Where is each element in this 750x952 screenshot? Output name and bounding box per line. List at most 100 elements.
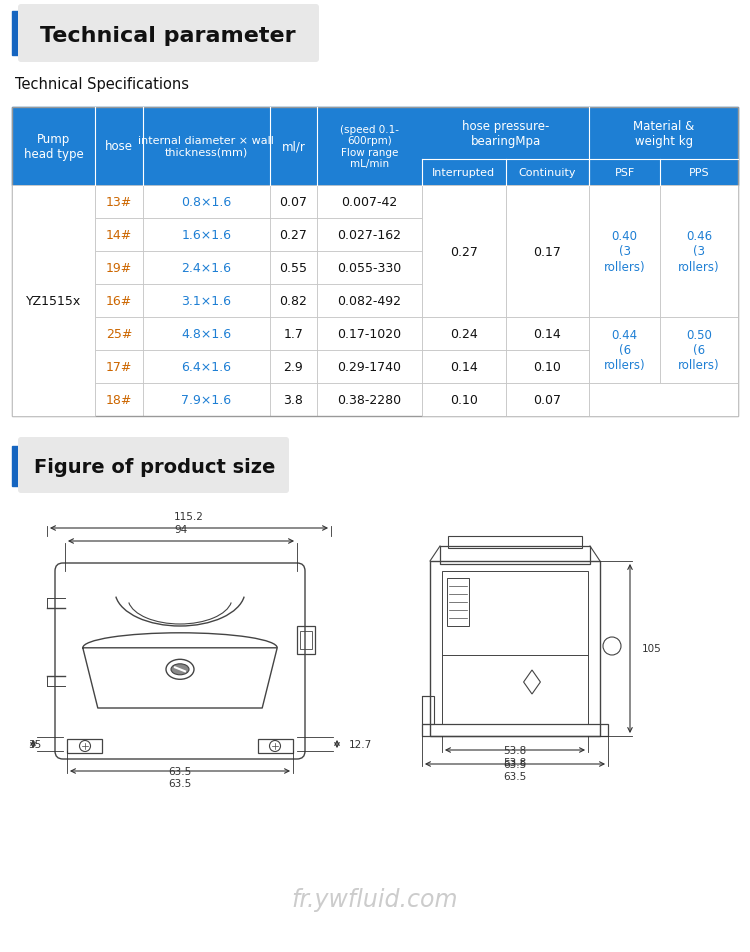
Bar [95,219,142,251]
Bar [422,219,506,251]
Bar [12,219,95,251]
Bar [270,219,317,251]
Text: 105: 105 [642,644,662,654]
Bar [447,579,469,626]
Bar [422,186,506,318]
Bar [270,285,317,318]
Text: 63.5: 63.5 [503,759,526,769]
Bar [67,739,102,753]
Text: Material &
weight kg: Material & weight kg [633,120,694,148]
Bar [12,186,95,417]
Bar [95,318,142,350]
Bar [590,318,660,350]
Text: 53.8: 53.8 [503,745,526,755]
Text: 0.27: 0.27 [450,246,478,258]
Bar [422,696,434,724]
Bar [12,446,18,486]
Bar [142,350,270,384]
Text: Technical parameter: Technical parameter [40,26,296,46]
Bar [506,219,590,251]
Text: internal diameter × wall
thickness(mm): internal diameter × wall thickness(mm) [138,136,274,158]
Text: 0.55: 0.55 [279,262,308,275]
Text: 2.4×1.6: 2.4×1.6 [182,262,231,275]
Bar [317,186,422,219]
Text: PSF: PSF [614,168,634,178]
Bar [142,186,270,219]
Bar [317,318,422,350]
Bar [590,186,660,219]
Bar [660,384,738,417]
Text: 0.07: 0.07 [279,196,308,208]
Text: Interrupted: Interrupted [432,168,496,178]
Text: 7.9×1.6: 7.9×1.6 [182,393,231,407]
Text: 3.8: 3.8 [284,393,303,407]
Text: 0.29-1740: 0.29-1740 [338,361,401,373]
Bar [142,384,270,417]
Bar [12,12,18,56]
Text: 0.17-1020: 0.17-1020 [338,327,401,341]
Text: (speed 0.1-
600rpm)
Flow range
mL/min: (speed 0.1- 600rpm) Flow range mL/min [340,125,399,169]
Bar [422,186,506,219]
Bar [506,186,590,219]
Bar [317,384,422,417]
Bar [590,285,660,318]
Bar [422,724,608,736]
Bar [12,186,95,219]
Bar [660,219,738,251]
Bar [258,739,293,753]
Text: 13#: 13# [106,196,132,208]
Bar [422,384,506,417]
Bar [660,186,738,219]
Text: 0.24: 0.24 [450,327,478,341]
Bar [95,350,142,384]
Text: 0.46
(3
rollers): 0.46 (3 rollers) [678,230,720,273]
Ellipse shape [171,664,189,675]
Bar [506,318,590,350]
Bar [142,285,270,318]
Text: 0.14: 0.14 [450,361,478,373]
Text: YZ1515x: YZ1515x [26,295,81,307]
Bar [590,219,660,251]
Bar [12,108,738,186]
Text: 6.4×1.6: 6.4×1.6 [182,361,231,373]
Bar [12,251,95,285]
Bar [660,350,738,384]
Bar [660,186,738,318]
Bar [317,350,422,384]
Text: 53.8: 53.8 [503,757,526,767]
Bar [95,186,142,219]
Bar [270,350,317,384]
Bar [590,384,738,417]
Bar [660,318,738,350]
Text: hose pressure-
bearingMpa: hose pressure- bearingMpa [462,120,549,148]
Bar [297,626,315,654]
Bar [422,350,506,384]
Bar [12,108,738,186]
Text: 63.5: 63.5 [168,766,192,776]
Bar [422,318,506,350]
Text: 35: 35 [28,739,41,749]
Text: 14#: 14# [106,228,132,242]
Bar [95,251,142,285]
Bar [440,546,590,565]
Bar [142,318,270,350]
Bar [95,285,142,318]
Text: 3.1×1.6: 3.1×1.6 [182,295,231,307]
Bar [142,251,270,285]
Bar [317,285,422,318]
Text: PPS: PPS [688,168,709,178]
Text: 0.082-492: 0.082-492 [338,295,401,307]
Bar [12,285,95,318]
Bar [422,251,506,285]
Text: 0.17: 0.17 [533,246,561,258]
Text: Figure of product size: Figure of product size [34,458,276,477]
Text: 25#: 25# [106,327,132,341]
Text: 94: 94 [174,525,188,534]
Bar [95,384,142,417]
Bar [590,350,660,384]
Bar [448,536,582,548]
Bar [506,318,590,350]
Text: 19#: 19# [106,262,132,275]
Bar [422,285,506,318]
Bar [142,219,270,251]
